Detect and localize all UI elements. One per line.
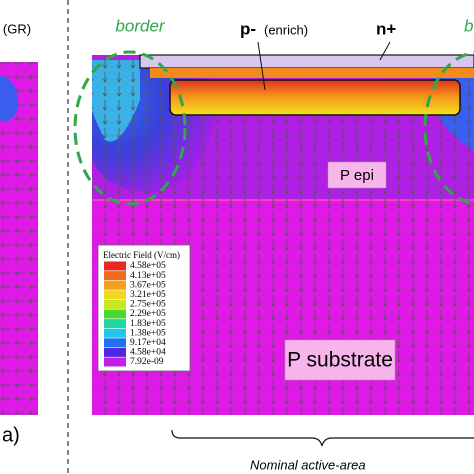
legend-title: Electric Field (V/cm) <box>103 250 180 260</box>
legend-swatch <box>104 261 126 271</box>
right-panel: border b p- (enrich) n+ P epi P substrat… <box>73 16 474 472</box>
legend-swatch <box>104 309 126 319</box>
n-plus-label: n+ <box>376 19 396 38</box>
legend-swatch <box>104 319 126 329</box>
legend-swatch <box>104 280 126 290</box>
p-epi-box <box>327 161 387 189</box>
junction-high <box>150 68 474 78</box>
legend-value: 3.21e+05 <box>130 290 166 300</box>
left-blue <box>0 75 19 122</box>
legend-value: 7.92e-09 <box>130 357 164 367</box>
p-epi-label: P epi <box>340 167 374 184</box>
p-substrate-box <box>284 339 396 381</box>
p-enrich-region <box>169 79 461 116</box>
legend-swatch <box>104 347 126 357</box>
n-plus-layer <box>139 54 474 69</box>
legend-value: 4.58e+04 <box>130 348 166 358</box>
border-label-right: b <box>464 16 473 35</box>
legend-value: 2.29e+05 <box>130 309 166 319</box>
legend-swatch <box>104 299 126 309</box>
legend-swatch <box>104 271 126 281</box>
enrich-label: (enrich) <box>264 22 308 37</box>
left-panel: (GR) a) <box>0 21 38 446</box>
border-circle-left <box>73 50 187 206</box>
p-minus-label: p- <box>240 19 256 38</box>
legend-swatch <box>104 328 126 338</box>
legend-value: 1.38e+05 <box>130 328 166 338</box>
legend-value: 9.17e+04 <box>130 338 166 348</box>
legend-value: 3.67e+05 <box>130 280 166 290</box>
legend-swatch <box>104 338 126 348</box>
active-area-label: Nominal active-area <box>250 457 366 472</box>
legend-entries: 4.58e+054.13e+053.67e+053.21e+052.75e+05… <box>104 261 166 367</box>
legend-value: 4.58e+05 <box>130 261 166 271</box>
n-pointer <box>379 41 391 61</box>
legend-value: 4.13e+05 <box>130 271 166 281</box>
border-label: border <box>115 16 165 35</box>
gr-label: (GR) <box>3 21 31 36</box>
p-substrate-label: P substrate <box>287 349 393 372</box>
legend-swatch <box>104 357 126 367</box>
figure-label: a) <box>2 424 20 446</box>
p-pointer <box>257 41 266 91</box>
legend-value: 1.83e+05 <box>130 319 166 329</box>
legend-swatch <box>104 290 126 300</box>
active-brace <box>171 429 474 447</box>
legend-value: 2.75e+05 <box>130 300 166 310</box>
